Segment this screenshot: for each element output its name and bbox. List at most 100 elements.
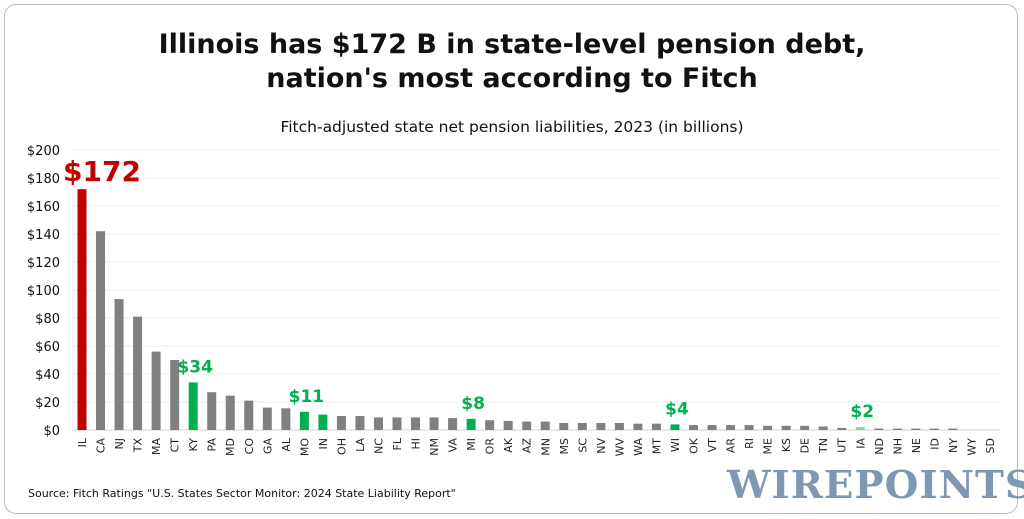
x-tick-label: TN	[817, 438, 830, 454]
y-tick-label: $20	[35, 396, 60, 411]
x-tick-label: NY	[947, 438, 960, 453]
bar-NJ	[114, 299, 124, 430]
x-tick-label: OR	[484, 438, 497, 455]
data-label-IL: $172	[63, 155, 141, 188]
x-tick-label: CT	[169, 438, 182, 453]
x-tick-label: KS	[780, 438, 793, 452]
y-tick-label: $120	[27, 256, 60, 271]
data-label-MI: $8	[461, 394, 485, 414]
x-tick-label: MN	[539, 438, 552, 456]
bar-AR	[726, 425, 736, 430]
y-tick-label: $40	[35, 368, 60, 383]
bar-WI	[670, 424, 680, 430]
y-tick-label: $0	[43, 424, 60, 439]
x-tick-label: ID	[928, 438, 941, 450]
bar-GA	[262, 407, 272, 430]
wirepoints-logo: WIREPOINTS	[726, 462, 1024, 507]
data-label-KY: $34	[177, 357, 213, 377]
bar-DE	[800, 425, 810, 430]
x-tick-label: CA	[95, 438, 108, 454]
bar-NY	[948, 428, 958, 430]
x-tick-label: MS	[558, 438, 571, 454]
x-tick-label: NM	[428, 438, 441, 456]
x-tick-label: NV	[595, 438, 608, 454]
bar-MS	[559, 423, 569, 430]
source-note: Source: Fitch Ratings "U.S. States Secto…	[28, 487, 456, 500]
y-tick-label: $60	[35, 340, 60, 355]
x-tick-label: KY	[187, 438, 200, 452]
bar-ME	[763, 425, 773, 430]
x-tick-label: DE	[799, 438, 812, 453]
x-tick-label: TX	[132, 438, 145, 454]
x-tick-label: NE	[910, 438, 923, 453]
x-tick-label: IN	[317, 438, 330, 449]
x-tick-label: AK	[502, 437, 515, 453]
bar-CO	[244, 400, 254, 430]
bar-OK	[688, 425, 698, 430]
bar-NM	[429, 417, 439, 430]
bar-CA	[96, 231, 106, 430]
bar-VT	[707, 425, 717, 430]
bar-IN	[318, 414, 328, 430]
x-tick-label: VT	[706, 438, 719, 453]
x-tick-label: SC	[576, 438, 589, 453]
bar-ID	[929, 428, 939, 430]
bar-AL	[281, 408, 291, 430]
x-tick-label: IL	[76, 437, 89, 447]
x-tick-label: FL	[391, 437, 404, 450]
y-tick-label: $180	[27, 172, 60, 187]
x-tick-label: OK	[687, 437, 700, 454]
bar-OR	[485, 420, 495, 430]
x-tick-label: ME	[762, 438, 775, 454]
bar-NH	[892, 428, 902, 430]
x-tick-label: MA	[150, 438, 163, 455]
x-tick-label: NH	[891, 438, 904, 455]
y-tick-label: $140	[27, 228, 60, 243]
x-tick-label: MD	[224, 438, 237, 456]
bar-NE	[911, 428, 921, 430]
bar-AZ	[522, 421, 532, 430]
bar-RI	[744, 425, 754, 430]
data-label-WI: $4	[665, 399, 689, 419]
data-label-IA: $2	[850, 402, 874, 422]
bar-MD	[225, 395, 235, 430]
data-label-MO: $11	[289, 387, 325, 407]
bar-KY	[188, 382, 198, 430]
bar-IA	[855, 427, 865, 430]
x-tick-label: CO	[243, 438, 256, 455]
x-tick-label: WV	[613, 438, 626, 457]
y-tick-label: $200	[27, 144, 60, 159]
bar-VA	[448, 418, 458, 430]
x-tick-label: VA	[447, 438, 460, 453]
x-tick-label: RI	[743, 438, 756, 449]
x-tick-label: AL	[280, 437, 293, 452]
bar-WV	[614, 423, 624, 430]
bar-NV	[596, 423, 606, 430]
x-tick-label: WI	[669, 438, 682, 452]
bar-PA	[207, 392, 217, 430]
x-tick-label: IA	[854, 438, 867, 449]
x-tick-label: WY	[965, 438, 978, 456]
chart-title: Illinois has $172 B in state-level pensi…	[158, 29, 866, 94]
bar-WA	[633, 423, 643, 430]
bar-FL	[392, 417, 402, 430]
bar-HI	[411, 417, 421, 430]
bar-TN	[818, 426, 828, 430]
x-tick-label: MO	[298, 438, 311, 456]
y-tick-label: $80	[35, 312, 60, 327]
chart-subtitle: Fitch-adjusted state net pension liabili…	[280, 118, 744, 136]
x-tick-label: MI	[465, 438, 478, 451]
bar-CT	[170, 360, 180, 430]
bar-SC	[577, 423, 587, 430]
x-tick-label: MT	[650, 438, 663, 454]
bar-UT	[837, 427, 847, 430]
bar-TX	[133, 316, 143, 430]
x-tick-label: NC	[372, 438, 385, 454]
x-tick-label: PA	[206, 438, 219, 452]
x-tick-label: AZ	[521, 438, 534, 454]
bar-NC	[373, 417, 383, 430]
x-tick-label: WA	[632, 438, 645, 456]
x-tick-label: NJ	[113, 438, 126, 449]
bar-OH	[336, 416, 346, 430]
x-tick-label: ND	[873, 438, 886, 455]
